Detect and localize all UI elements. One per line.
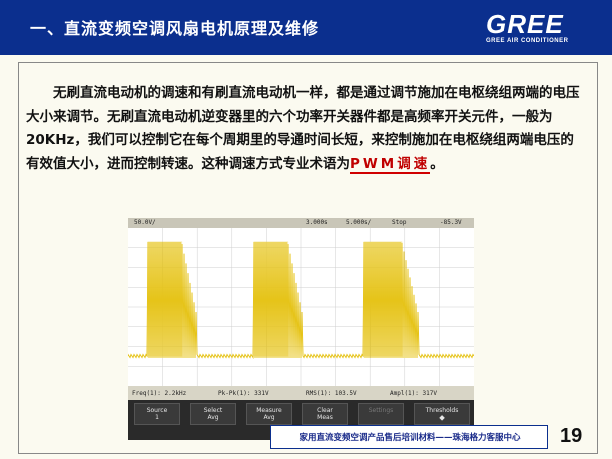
pwm-term: PWM调速 [350,155,431,174]
waveform-trace [127,228,475,386]
gree-logo: GREE GREE AIR CONDITIONER [486,6,604,50]
softkey-label: Thresholds [425,407,459,414]
scope-time-position: 3.000s [306,219,328,226]
slide-title: 一、直流变频空调风扇电机原理及维修 [30,19,320,38]
softkey-value: Avg [263,414,275,421]
scope-top-bar: 50.0V/ 3.000s 5.000s/ Stop -85.3V [128,218,474,228]
softkey-label: Source [146,407,168,414]
oscilloscope-screenshot: 50.0V/ 3.000s 5.000s/ Stop -85.3V Freq(1… [127,218,475,440]
softkey-label: Select [203,407,223,414]
paragraph-text: 无刷直流电动机的调速和有刷直流电动机一样，都是通过调节施加在电枢绕组两端的电压大… [26,85,580,172]
pwm-waveform [127,241,475,360]
meas-freq: Freq(1): 2.2kHz [132,390,187,397]
scope-waveform-area [127,228,475,386]
body-paragraph: 无刷直流电动机的调速和有刷直流电动机一样，都是通过调节施加在电枢绕组两端的电压大… [26,82,582,176]
softkey-thresholds[interactable]: Thresholds ⬥ [414,403,470,425]
meas-pk-pk: Pk-Pk(1): 331V [218,390,269,397]
meas-rms: RMS(1): 103.5V [306,390,357,397]
softkey-settings[interactable]: Settings [358,403,404,425]
header-bar: 一、直流变频空调风扇电机原理及维修 GREE GREE AIR CONDITIO… [0,0,612,55]
softkey-label: Clear [317,407,333,414]
logo-subtitle: GREE AIR CONDITIONER [486,38,569,44]
logo-text: GREE [486,9,564,39]
softkey-source[interactable]: Source 1 [134,403,180,425]
softkey-label: Measure [256,407,282,414]
softkey-label: Settings [368,407,394,414]
page-number: 19 [560,425,583,447]
scope-run-state: Stop [392,219,407,226]
softkey-value: 1 [155,414,159,421]
softkey-clear-meas[interactable]: Clear Meas [302,403,348,425]
softkey-measure[interactable]: Measure Avg [246,403,292,425]
pwm-burst-2 [253,241,289,357]
softkey-value: Avg [207,414,219,421]
paragraph-end: 。 [430,155,444,172]
meas-ampl: Ampl(1): 317V [390,390,437,397]
scope-channel-scale: 50.0V/ [134,219,156,226]
footer-text: 家用直流变频空调产品售后培训材料——珠海格力客服中心 [299,433,521,443]
pwm-burst-3 [363,241,403,357]
scope-time-scale: 5.000s/ [346,219,372,226]
scope-measurement-bar: Freq(1): 2.2kHz Pk-Pk(1): 331V RMS(1): 1… [128,386,474,400]
softkey-value: Meas [317,414,333,421]
softkey-select[interactable]: Select Avg [190,403,236,425]
chevron-down-icon: ⬥ [439,413,445,422]
scope-trigger-level: -85.3V [440,219,462,226]
footer-banner: 家用直流变频空调产品售后培训材料——珠海格力客服中心 [270,425,548,449]
pwm-burst-1 [147,241,183,357]
